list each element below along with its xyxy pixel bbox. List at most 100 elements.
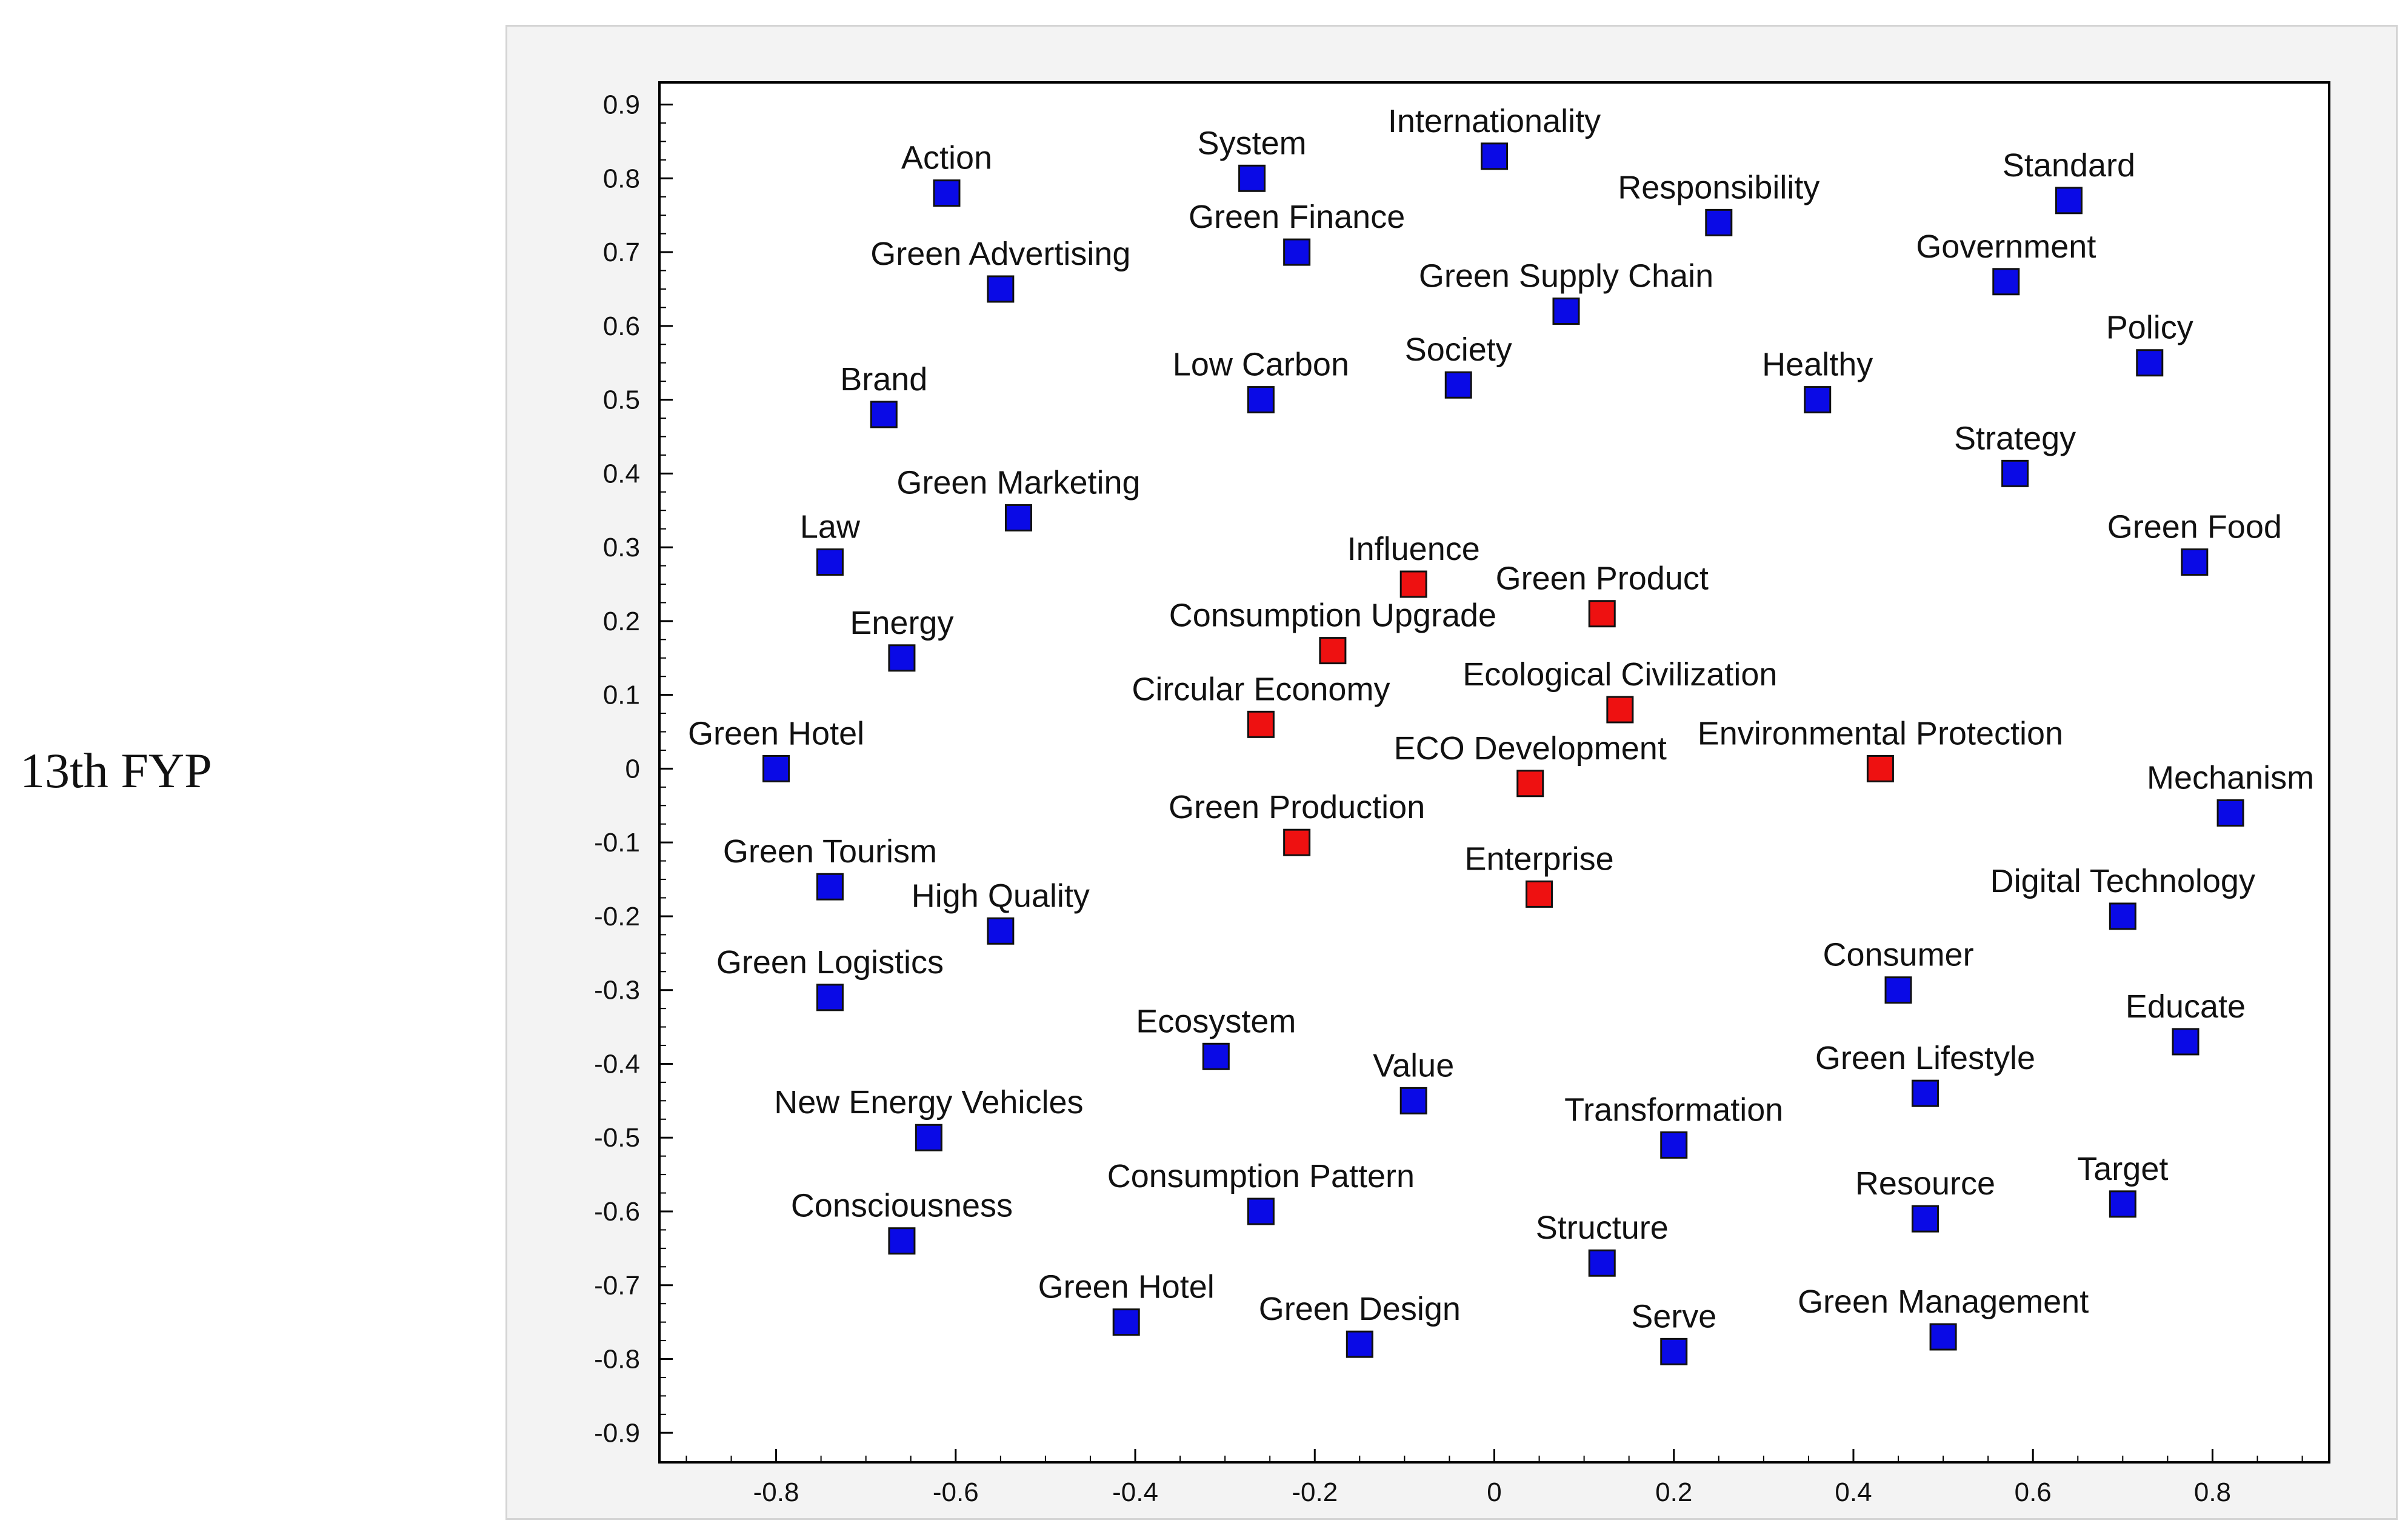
point-other [1660, 1337, 1688, 1365]
x-tick-label: 0.2 [1655, 1477, 1692, 1507]
y-tick-label: -0.2 [594, 902, 640, 931]
y-tick-label: -0.8 [594, 1345, 640, 1374]
point-other [1004, 504, 1032, 531]
point-label: Standard [2003, 147, 2135, 184]
point-other [1911, 1205, 1939, 1233]
point-other [1911, 1079, 1939, 1107]
point-other [1399, 1087, 1427, 1114]
point-core [1516, 770, 1544, 798]
point-label: Law [800, 508, 861, 545]
point-other [1238, 164, 1266, 192]
point-label: Circular Economy [1132, 671, 1390, 707]
x-tick-label: -0.8 [753, 1477, 799, 1507]
point-other [2055, 187, 2083, 215]
point-label: Strategy [1954, 420, 2076, 456]
point-label: Government [1916, 228, 2096, 265]
point-label: Digital Technology [1990, 863, 2255, 899]
point-other [1112, 1308, 1140, 1336]
point-label: Internationality [1388, 103, 1601, 139]
point-label: Structure [1536, 1210, 1669, 1246]
point-other [933, 179, 961, 207]
point-other [870, 401, 898, 428]
y-tick-label: 0.7 [603, 238, 640, 267]
x-tick-label: 0.8 [2194, 1477, 2231, 1507]
point-other [1247, 1197, 1275, 1225]
point-core [1526, 880, 1553, 908]
point-label: Green Design [1259, 1291, 1461, 1327]
point-other [816, 548, 844, 576]
point-label: Environmental Protection [1698, 715, 2063, 751]
point-label: System [1198, 125, 1307, 161]
point-label: Action [901, 140, 992, 176]
point-core [1319, 637, 1347, 665]
point-label: Enterprise [1464, 841, 1613, 877]
y-tick-label: -0.1 [594, 828, 640, 858]
x-tick-label: -0.6 [933, 1477, 979, 1507]
point-other [1705, 208, 1733, 236]
point-label: Responsibility [1618, 169, 1819, 205]
y-tick-label: 0.4 [603, 459, 640, 488]
y-tick-label: -0.3 [594, 976, 640, 1005]
point-label: Value [1373, 1047, 1454, 1084]
point-label: Target [2077, 1151, 2168, 1187]
point-other [2109, 1190, 2136, 1218]
point-other [1247, 386, 1275, 414]
point-label: Green Tourism [723, 833, 937, 870]
figure-side-label: 13th FYP [20, 743, 212, 798]
point-other [2136, 349, 2164, 377]
point-label: Low Carbon [1173, 347, 1349, 383]
point-core [1283, 828, 1311, 856]
point-other [915, 1124, 942, 1151]
point-label: Ecological Civilization [1462, 656, 1777, 693]
point-label: Society [1405, 331, 1512, 368]
y-tick-label: 0.3 [603, 533, 640, 562]
y-tick-label: 0.9 [603, 90, 640, 120]
point-other [1283, 238, 1311, 266]
point-label: Serve [1631, 1298, 1716, 1334]
point-other [2216, 799, 2244, 827]
point-other [1552, 297, 1580, 325]
point-other [1202, 1042, 1230, 1070]
point-label: Consumption Pattern [1107, 1158, 1415, 1194]
point-label: Green Finance [1189, 199, 1405, 235]
point-label: Brand [840, 361, 927, 398]
point-other [816, 873, 844, 901]
scatter-chart: -0.8 -0.6 -0.4 -0.2 0 0.2 0.4 0.6 0.8 0.9 0.8 0.7 0.… [594, 81, 2330, 1507]
point-label: Green Hotel [1038, 1269, 1215, 1305]
point-other [1481, 142, 1508, 170]
x-tick-label: -0.2 [1292, 1477, 1338, 1507]
y-tick-label: 0 [625, 754, 640, 784]
point-label: Green Hotel [688, 715, 864, 751]
point-label: New Energy Vehicles [774, 1084, 1083, 1121]
point-label: Consumption Upgrade [1169, 598, 1496, 634]
point-label: Transformation [1564, 1091, 1783, 1128]
point-other [987, 917, 1015, 945]
y-tick-label: -0.5 [594, 1123, 640, 1153]
point-other [987, 275, 1015, 303]
y-tick-label: 0.8 [603, 164, 640, 193]
y-tick-label: -0.7 [594, 1271, 640, 1301]
point-other [1804, 386, 1832, 414]
point-other [1929, 1323, 1957, 1351]
point-core [1866, 754, 1894, 782]
point-other [1346, 1330, 1373, 1358]
y-tick-label: 0.5 [603, 385, 640, 415]
y-tick-label: -0.9 [594, 1418, 640, 1448]
y-tick-label: 0.2 [603, 607, 640, 636]
x-tick-label: 0.6 [2015, 1477, 2052, 1507]
plot-area [658, 81, 2330, 1464]
point-label: ECO Development [1394, 730, 1667, 767]
point-other [816, 984, 844, 1011]
point-other [888, 644, 916, 672]
point-label: Green Production [1169, 789, 1425, 825]
point-other [762, 754, 790, 782]
point-label: Policy [2106, 310, 2193, 346]
chart-panel: -0.8 -0.6 -0.4 -0.2 0 0.2 0.4 0.6 0.8 0.9 0.8 0.7 0.… [505, 25, 2398, 1520]
x-tick-label: 0 [1487, 1477, 1501, 1507]
point-other [2181, 548, 2209, 576]
y-tick-label: -0.4 [594, 1049, 640, 1079]
point-label: Resource [1855, 1165, 1995, 1202]
point-other [888, 1227, 916, 1255]
point-label: Mechanism [2147, 759, 2314, 796]
